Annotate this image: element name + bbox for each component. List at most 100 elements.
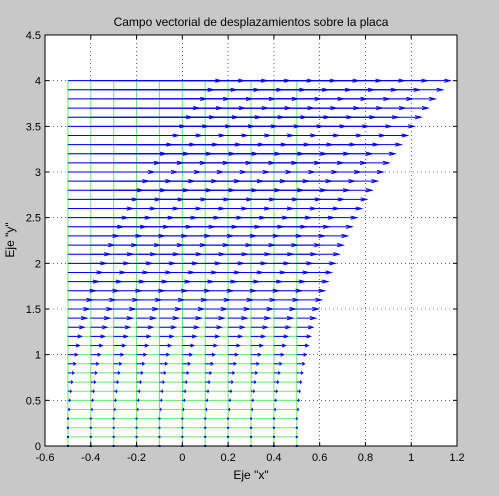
vector-point xyxy=(181,435,184,438)
vector-head xyxy=(429,96,438,102)
vector-head xyxy=(220,306,229,312)
vector-head xyxy=(149,316,158,321)
vector-head xyxy=(117,370,121,375)
vector-head xyxy=(277,370,281,375)
vector-head xyxy=(174,306,183,312)
vector-head xyxy=(229,398,232,403)
vector-head xyxy=(376,169,385,175)
vector-head xyxy=(401,133,410,138)
vector-head xyxy=(444,78,453,83)
vector-head xyxy=(388,151,397,156)
x-tick-label: 1 xyxy=(408,452,414,464)
vector-head xyxy=(299,380,303,384)
vector-head xyxy=(256,361,260,366)
vector-head xyxy=(312,306,321,312)
y-tick-label: 0.5 xyxy=(26,395,41,407)
vector-point xyxy=(158,435,161,438)
vector-head xyxy=(337,242,346,248)
vector-head xyxy=(115,389,118,394)
vector-head xyxy=(164,361,169,366)
vector-head xyxy=(209,370,213,375)
vector-head xyxy=(75,343,81,348)
y-tick-label: 2 xyxy=(35,258,41,270)
vector-head xyxy=(187,361,191,366)
vector-head xyxy=(218,316,226,321)
vector-head xyxy=(289,306,298,312)
y-tick-label: 4.5 xyxy=(26,30,41,42)
vector-head xyxy=(144,343,150,348)
vector-head xyxy=(286,316,295,321)
vector-head xyxy=(103,316,112,321)
vector-head xyxy=(216,325,224,330)
x-tick-label: 1.2 xyxy=(449,452,464,464)
vector-head xyxy=(303,352,308,357)
vector-point xyxy=(89,417,92,420)
vector-head xyxy=(210,361,214,366)
vector-head xyxy=(97,352,102,357)
vector-head xyxy=(151,306,161,312)
vector-head xyxy=(421,105,430,111)
vector-head xyxy=(92,389,95,394)
vector-head xyxy=(183,398,186,403)
vector-head xyxy=(207,389,210,394)
vector-head xyxy=(230,389,233,394)
vector-head xyxy=(172,316,181,321)
vector-head xyxy=(116,380,120,384)
vector-head xyxy=(137,398,140,403)
vector-head xyxy=(264,316,272,321)
vector-head xyxy=(188,352,193,357)
vector-head xyxy=(167,343,173,348)
x-tick-label: 0.6 xyxy=(312,452,327,464)
vector-point xyxy=(89,426,92,429)
vector-head xyxy=(309,316,318,321)
y-tick-label: 0 xyxy=(35,441,41,453)
vector-point xyxy=(181,426,184,429)
vector-head xyxy=(281,343,287,348)
x-tick-label: 0.8 xyxy=(358,452,373,464)
y-tick-label: 3 xyxy=(35,167,41,179)
vector-head xyxy=(239,325,246,330)
x-axis-label: Eje "x" xyxy=(233,468,268,482)
vector-point xyxy=(295,426,298,429)
vector-head xyxy=(382,160,391,165)
vector-head xyxy=(325,270,334,275)
vector-head xyxy=(279,361,283,366)
vector-head xyxy=(162,380,165,384)
vector-head xyxy=(257,352,262,357)
vector-head xyxy=(165,352,171,357)
vector-point xyxy=(181,417,184,420)
vector-head xyxy=(80,316,89,321)
vector-head xyxy=(184,389,187,394)
vector-head xyxy=(355,206,364,211)
vector-head xyxy=(332,252,341,257)
vector-head xyxy=(283,334,290,339)
vector-point xyxy=(89,435,92,438)
vector-point xyxy=(112,426,115,429)
vector-head xyxy=(234,352,239,357)
vector-head xyxy=(186,370,190,375)
vector-point xyxy=(204,417,207,420)
vector-head xyxy=(191,334,198,339)
vector-head xyxy=(83,306,92,312)
x-tick-label: -0.2 xyxy=(127,452,146,464)
vector-head xyxy=(350,215,359,220)
vector-point xyxy=(66,435,69,438)
vector-head xyxy=(231,380,234,384)
vector-head xyxy=(70,380,74,384)
vector-head xyxy=(214,334,221,339)
vector-head xyxy=(395,142,404,147)
vector-head xyxy=(241,316,249,321)
vector-head xyxy=(106,306,115,312)
vector-head xyxy=(266,306,275,312)
y-axis-label: Eje "y" xyxy=(3,222,17,257)
vector-head xyxy=(123,334,129,339)
y-tick-label: 3.5 xyxy=(26,121,41,133)
y-tick-label: 2.5 xyxy=(26,213,41,225)
vector-point xyxy=(272,426,275,429)
vector-head xyxy=(185,380,188,384)
vector-head xyxy=(121,343,127,348)
vector-head xyxy=(408,124,417,129)
vector-head xyxy=(285,325,292,330)
vector-point xyxy=(295,435,298,438)
